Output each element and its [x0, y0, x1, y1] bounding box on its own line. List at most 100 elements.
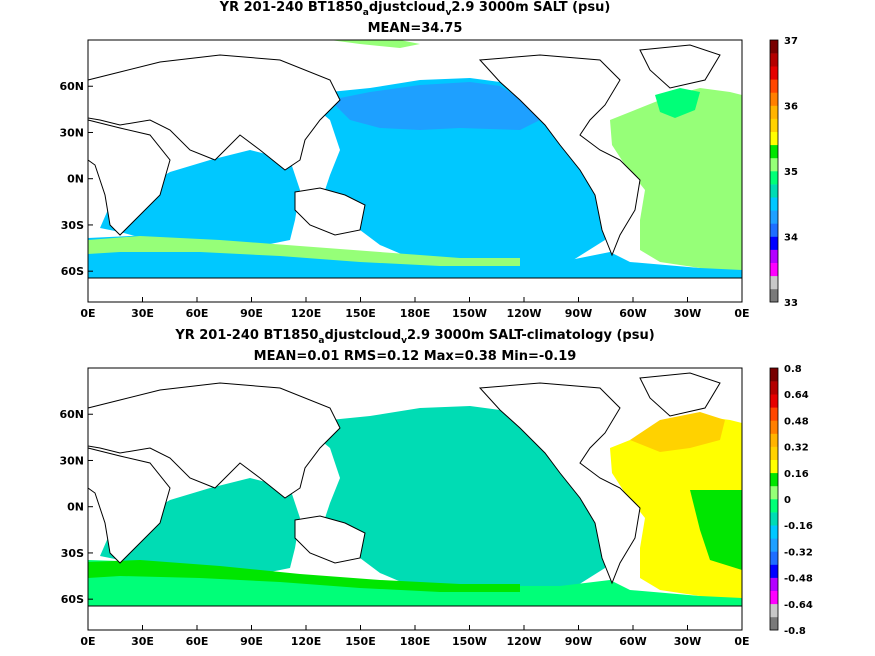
panel2-y-ticks: 60N 30N 0N 30S 60S — [59, 408, 93, 606]
colorbar-swatch — [770, 79, 778, 93]
panel1-indian — [100, 150, 300, 248]
colorbar-swatch — [770, 577, 778, 591]
x-tick-label: 150E — [345, 635, 375, 648]
y-tick-label: 30S — [61, 219, 84, 232]
colorbar-tick-label: 33 — [784, 298, 798, 309]
colorbar-tick-label: 0.32 — [784, 443, 809, 454]
x-tick-label: 30E — [131, 307, 154, 320]
x-tick-label: 180E — [400, 635, 430, 648]
colorbar-swatch — [770, 446, 778, 460]
panel2-pacific — [300, 406, 612, 590]
panel2-southern-band — [88, 560, 520, 592]
colorbar-swatch — [770, 459, 778, 474]
x-tick-label: 60E — [186, 635, 209, 648]
x-tick-label: 0E — [734, 635, 749, 648]
x-tick-label: 60W — [619, 307, 646, 320]
colorbar-swatch — [770, 485, 778, 500]
colorbar-swatch — [770, 420, 778, 434]
colorbar-tick-label: 35 — [784, 167, 798, 178]
colorbar-swatch — [770, 499, 778, 513]
panel-salinity-anomaly: YR 201-240 BT1850adjustcloudv2.9 3000m S… — [59, 328, 812, 648]
panel1-eurasia — [87, 54, 341, 171]
x-tick-label: 180E — [400, 307, 430, 320]
x-tick-label: 150W — [452, 307, 487, 320]
colorbar-tick-label: -0.48 — [784, 574, 813, 585]
x-tick-label: 0E — [734, 307, 749, 320]
y-tick-label: 60N — [59, 408, 84, 421]
panel1-subtitle: MEAN=34.75 — [368, 21, 463, 36]
panel2-title: YR 201-240 BT1850adjustcloudv2.9 3000m S… — [174, 328, 654, 346]
x-tick-label: 0E — [80, 307, 95, 320]
x-tick-label: 60W — [619, 635, 646, 648]
x-tick-label: 90W — [565, 635, 592, 648]
colorbar-swatch — [770, 407, 778, 421]
colorbar-tick-label: 0.8 — [784, 364, 802, 375]
panel1-atlantic-north — [655, 88, 700, 118]
panel2-africa — [87, 447, 171, 564]
panel2-colorbar — [769, 367, 779, 631]
colorbar-swatch — [770, 53, 778, 67]
panel-salinity: YR 201-240 BT1850adjustcloudv2.9 3000m S… — [59, 0, 797, 320]
colorbar-swatch — [770, 394, 778, 408]
colorbar-tick-label: -0.8 — [784, 626, 806, 637]
x-tick-label: 120E — [291, 635, 321, 648]
panel2-southern — [88, 560, 742, 606]
y-tick-label: 60N — [59, 80, 84, 93]
colorbar-swatch — [770, 525, 778, 539]
x-tick-label: 60E — [186, 307, 209, 320]
colorbar-swatch — [770, 590, 778, 605]
panel2-greenland — [639, 372, 721, 417]
panel1-y-ticks: 60N 30N 0N 30S 60S — [59, 80, 93, 278]
colorbar-tick-label: -0.16 — [784, 521, 813, 532]
panel2-colorbar-ticks: 0.8 0.64 0.48 0.32 0.16 0 -0.16 -0.32 -0.48 -0.64… — [784, 364, 813, 637]
y-tick-label: 30N — [59, 126, 84, 139]
panel1-title: YR 201-240 BT1850adjustcloudv2.9 3000m S… — [219, 0, 611, 18]
colorbar-swatch — [770, 262, 778, 277]
colorbar-tick-label: 0.64 — [784, 390, 809, 401]
colorbar-tick-label: 0 — [784, 495, 791, 506]
panel1-map — [87, 39, 743, 303]
colorbar-swatch — [770, 603, 778, 618]
panel2-australia — [294, 515, 366, 564]
panel2-indian — [100, 478, 300, 576]
y-tick-label: 0N — [67, 173, 84, 186]
panel2-map — [87, 367, 743, 631]
colorbar-swatch — [770, 144, 778, 159]
colorbar-frame — [769, 39, 779, 303]
panel1-x-ticks: 0E 30E 60E 90E 120E 150E 180E 150W 120W 90W 60W 30W… — [80, 297, 750, 320]
x-tick-label: 120E — [291, 307, 321, 320]
panel2-eurasia — [87, 382, 341, 499]
x-tick-label: 30W — [674, 307, 701, 320]
panel1-southern-band — [88, 236, 520, 266]
panel1-greenland — [639, 44, 721, 89]
colorbar-tick-label: 37 — [784, 36, 798, 47]
colorbar-swatch — [770, 171, 778, 185]
colorbar-swatch — [770, 66, 778, 80]
colorbar-swatch — [770, 184, 778, 198]
y-tick-label: 0N — [67, 501, 84, 514]
colorbar-swatch — [770, 538, 778, 552]
colorbar-swatch — [770, 381, 778, 395]
colorbar-swatch — [770, 433, 778, 447]
colorbar-swatch — [770, 236, 778, 250]
colorbar-swatch — [770, 368, 778, 382]
colorbar-tick-label: -0.32 — [784, 547, 813, 558]
colorbar-swatch — [770, 92, 778, 106]
x-tick-label: 90E — [240, 635, 263, 648]
panel1-colorbar-ticks: 37 36 35 34 33 — [784, 36, 798, 309]
colorbar-swatch — [770, 118, 778, 132]
x-tick-label: 90W — [565, 307, 592, 320]
y-tick-label: 30S — [61, 547, 84, 560]
x-tick-label: 120W — [506, 635, 541, 648]
x-tick-label: 120W — [506, 307, 541, 320]
panel1-americas — [478, 54, 641, 257]
panel1-africa — [87, 119, 171, 236]
panel1-colorbar — [769, 39, 779, 303]
colorbar-swatch — [770, 288, 778, 303]
colorbar-swatch — [770, 157, 778, 172]
colorbar-tick-label: 0.16 — [784, 469, 809, 480]
colorbar-swatch — [770, 197, 778, 211]
x-tick-label: 0E — [80, 635, 95, 648]
panel2-atlantic-east — [690, 490, 742, 570]
